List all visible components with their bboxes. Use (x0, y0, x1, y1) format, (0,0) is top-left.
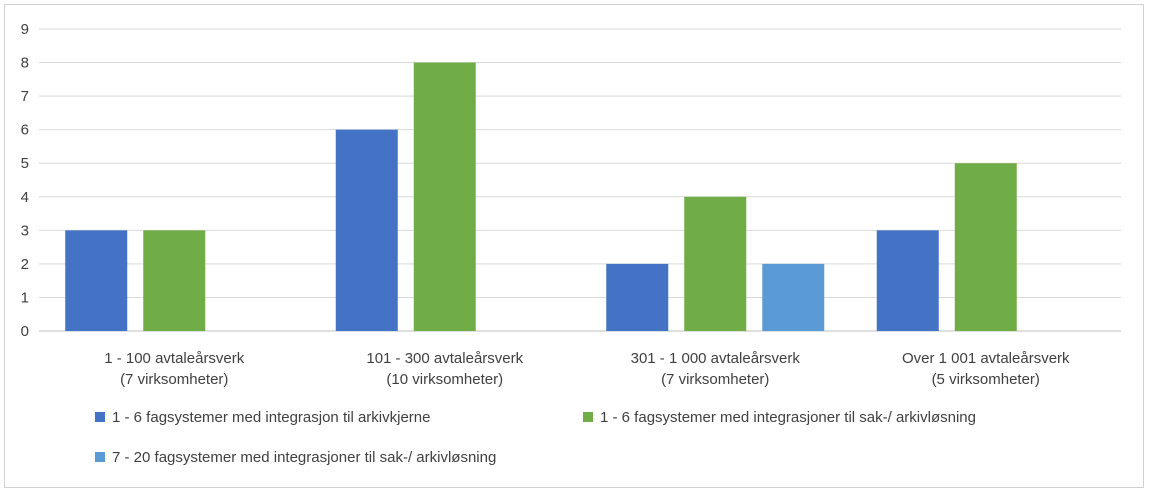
legend-swatch (583, 412, 593, 422)
x-tick-label: 1 - 100 avtaleårsverk (104, 350, 245, 367)
chart-frame: 0 1 2 3 4 5 6 7 8 9 1 - 100 avtaleårsverk (7 virks… (4, 4, 1144, 488)
bar (413, 62, 476, 332)
x-axis: 1 - 100 avtaleårsverk (7 virksomheter) 101… (104, 350, 1070, 388)
x-tick-label: 301 - 1 000 avtaleårsverk (631, 350, 801, 367)
bar (335, 129, 398, 331)
legend-label: 7 - 20 fagsystemer med integrasjoner til… (112, 449, 496, 466)
bars (65, 62, 1017, 332)
y-tick-label: 6 (21, 122, 29, 139)
y-tick-label: 3 (21, 222, 29, 239)
y-tick-label: 5 (21, 155, 29, 172)
x-tick-label: (7 virksomheter) (661, 371, 769, 388)
y-tick-label: 2 (21, 256, 29, 273)
y-tick-label: 9 (21, 21, 29, 38)
legend-label: 1 - 6 fagsystemer med integrasjon til ar… (112, 409, 430, 426)
x-tick-label: (10 virksomheter) (386, 371, 503, 388)
bar (876, 230, 939, 331)
legend-swatch (95, 452, 105, 462)
y-axis: 0 1 2 3 4 5 6 7 8 9 (21, 21, 29, 340)
legend: 1 - 6 fagsystemer med integrasjon til ar… (95, 409, 976, 466)
bar (762, 263, 825, 331)
x-tick-label: (5 virksomheter) (932, 371, 1040, 388)
legend-swatch (95, 412, 105, 422)
y-tick-label: 1 (21, 289, 29, 306)
gridlines (39, 28, 1121, 332)
y-tick-label: 7 (21, 88, 29, 105)
y-tick-label: 0 (21, 323, 29, 340)
bar (606, 263, 669, 331)
x-tick-label: Over 1 001 avtaleårsverk (902, 350, 1070, 367)
y-tick-label: 8 (21, 55, 29, 72)
x-tick-label: 101 - 300 avtaleårsverk (366, 350, 523, 367)
bar (954, 163, 1017, 331)
legend-label: 1 - 6 fagsystemer med integrasjoner til … (600, 409, 976, 426)
y-tick-label: 4 (21, 189, 29, 206)
bar (143, 230, 206, 331)
bar-chart: 0 1 2 3 4 5 6 7 8 9 1 - 100 avtaleårsverk (7 virks… (21, 21, 1121, 466)
x-tick-label: (7 virksomheter) (120, 371, 228, 388)
bar (684, 196, 747, 331)
bar (65, 230, 128, 331)
